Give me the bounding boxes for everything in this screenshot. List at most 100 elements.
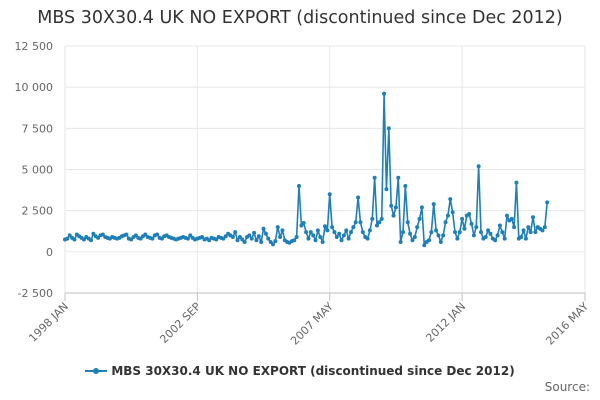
data-point[interactable] <box>486 228 491 233</box>
data-point[interactable] <box>318 235 323 240</box>
data-point[interactable] <box>346 236 351 241</box>
data-point[interactable] <box>474 225 479 230</box>
data-point[interactable] <box>133 233 138 238</box>
data-point[interactable] <box>235 238 240 243</box>
data-point[interactable] <box>89 238 93 243</box>
data-point[interactable] <box>230 235 235 240</box>
data-point[interactable] <box>533 230 538 235</box>
data-point[interactable] <box>391 213 396 218</box>
data-point[interactable] <box>445 213 450 218</box>
data-point[interactable] <box>398 239 403 244</box>
data-point[interactable] <box>471 233 476 238</box>
data-point[interactable] <box>531 215 535 220</box>
data-point[interactable] <box>431 202 436 207</box>
data-point[interactable] <box>268 239 273 244</box>
data-point[interactable] <box>249 236 254 241</box>
data-point[interactable] <box>247 233 252 238</box>
data-point[interactable] <box>453 230 457 235</box>
data-point[interactable] <box>360 230 365 235</box>
data-point[interactable] <box>65 236 70 241</box>
data-point[interactable] <box>308 230 313 235</box>
data-point[interactable] <box>408 231 413 236</box>
data-point[interactable] <box>462 226 467 231</box>
data-point[interactable] <box>540 228 545 233</box>
data-point[interactable] <box>297 183 301 188</box>
data-point[interactable] <box>91 231 96 236</box>
data-point[interactable] <box>273 239 278 244</box>
data-point[interactable] <box>150 236 155 241</box>
data-point[interactable] <box>365 236 370 241</box>
data-point[interactable] <box>523 236 528 241</box>
data-point[interactable] <box>393 205 398 210</box>
data-point[interactable] <box>304 230 309 235</box>
data-point[interactable] <box>521 228 526 233</box>
data-point[interactable] <box>514 180 519 185</box>
data-point[interactable] <box>412 235 417 240</box>
data-point[interactable] <box>311 233 316 238</box>
data-point[interactable] <box>436 233 441 238</box>
data-point[interactable] <box>457 230 462 235</box>
data-point[interactable] <box>323 224 327 229</box>
data-point[interactable] <box>124 232 129 237</box>
data-point[interactable] <box>185 236 190 241</box>
data-point[interactable] <box>410 238 415 243</box>
data-point[interactable] <box>367 228 372 233</box>
data-point[interactable] <box>254 238 259 243</box>
data-point[interactable] <box>353 220 358 225</box>
data-point[interactable] <box>434 228 439 233</box>
data-point[interactable] <box>81 237 86 242</box>
data-point[interactable] <box>159 236 164 241</box>
data-point[interactable] <box>252 230 257 235</box>
data-point[interactable] <box>271 242 275 247</box>
data-point[interactable] <box>223 234 228 239</box>
data-point[interactable] <box>519 235 524 240</box>
data-point[interactable] <box>479 230 483 235</box>
data-point[interactable] <box>349 230 353 235</box>
data-point[interactable] <box>278 235 283 240</box>
data-point[interactable] <box>386 126 391 131</box>
legend[interactable]: MBS 30X30.4 UK NO EXPORT (discontinued s… <box>0 364 600 378</box>
data-point[interactable] <box>259 239 264 244</box>
data-point[interactable] <box>256 234 261 239</box>
data-point[interactable] <box>325 228 330 233</box>
data-point[interactable] <box>509 216 514 221</box>
data-point[interactable] <box>422 243 427 248</box>
data-point[interactable] <box>275 225 280 230</box>
data-point[interactable] <box>467 211 472 216</box>
data-point[interactable] <box>469 221 474 226</box>
data-point[interactable] <box>129 237 134 242</box>
data-point[interactable] <box>545 200 550 205</box>
data-point[interactable] <box>483 235 488 240</box>
data-point[interactable] <box>299 223 304 228</box>
data-point[interactable] <box>429 230 434 235</box>
data-point[interactable] <box>497 223 502 228</box>
data-point[interactable] <box>233 230 238 235</box>
data-point[interactable] <box>240 237 245 242</box>
data-point[interactable] <box>377 220 382 225</box>
data-point[interactable] <box>280 228 285 233</box>
data-point[interactable] <box>138 236 143 241</box>
data-point[interactable] <box>294 235 299 240</box>
data-point[interactable] <box>320 239 325 244</box>
data-point[interactable] <box>512 225 517 230</box>
data-point[interactable] <box>358 220 363 225</box>
data-point[interactable] <box>403 183 408 188</box>
data-point[interactable] <box>155 232 160 237</box>
data-point[interactable] <box>488 231 493 236</box>
data-point[interactable] <box>441 233 446 238</box>
data-point[interactable] <box>417 216 422 221</box>
data-point[interactable] <box>379 216 384 221</box>
data-point[interactable] <box>419 205 424 210</box>
data-point[interactable] <box>500 230 505 235</box>
data-point[interactable] <box>495 233 500 238</box>
data-point[interactable] <box>405 220 410 225</box>
data-point[interactable] <box>443 220 448 225</box>
data-point[interactable] <box>315 228 320 233</box>
data-point[interactable] <box>266 236 271 241</box>
data-point[interactable] <box>341 233 346 238</box>
data-point[interactable] <box>438 239 443 244</box>
data-point[interactable] <box>306 236 311 241</box>
data-point[interactable] <box>502 236 507 241</box>
data-point[interactable] <box>330 225 335 230</box>
data-point[interactable] <box>344 228 349 233</box>
